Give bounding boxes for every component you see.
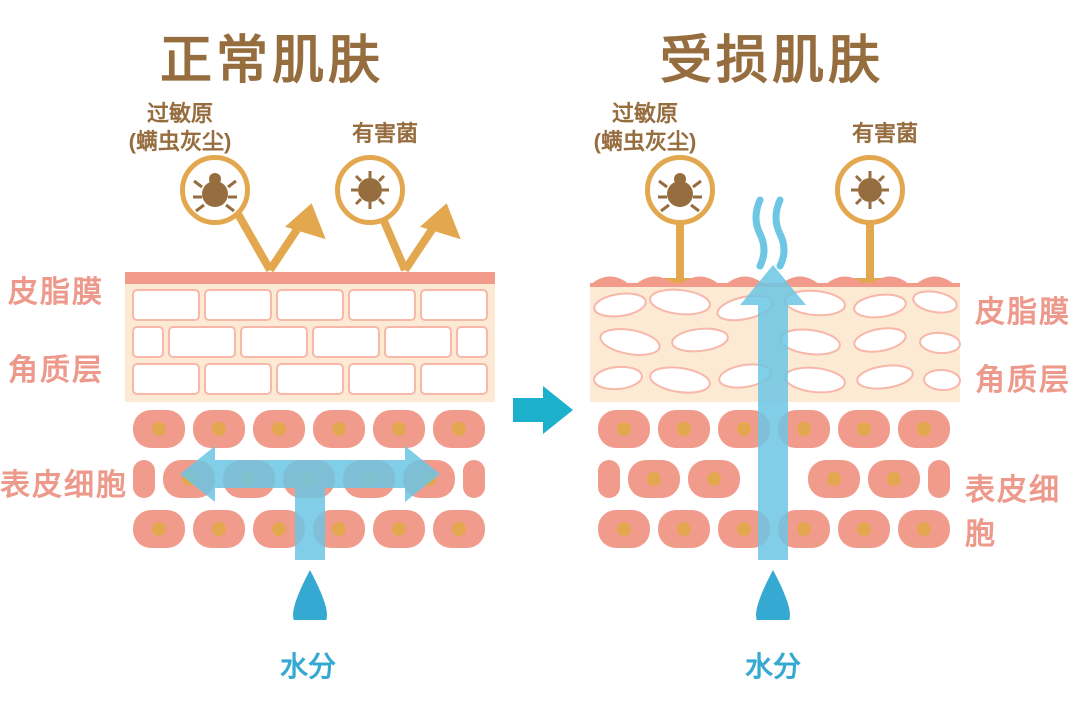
title-right: 受损肌肤 — [660, 18, 884, 93]
skin-panel-left — [115, 170, 515, 620]
water-droplet-icon — [293, 570, 327, 620]
transition-arrow-icon — [508, 380, 578, 440]
mite-icon-right — [645, 155, 715, 225]
label-bacteria-right: 有害菌 — [830, 120, 940, 148]
steam-icon — [756, 200, 784, 266]
water-label-left: 水分 — [280, 645, 336, 685]
label-stratum-right: 角质层 — [975, 355, 1071, 399]
label-allergen-right: 过敏原 (螨虫灰尘) — [560, 100, 730, 155]
bacteria-icon-right — [835, 155, 905, 225]
bacteria-icon-left — [335, 155, 405, 225]
label-epidermal-left: 表皮细胞 — [0, 460, 128, 504]
water-label-right: 水分 — [745, 645, 801, 685]
allergen-line1: 过敏原 — [147, 101, 213, 126]
skin-panel-right — [580, 170, 980, 620]
label-stratum-left: 角质层 — [8, 345, 104, 389]
water-droplet-icon-right — [756, 570, 790, 620]
allergen-line1-r: 过敏原 — [612, 101, 678, 126]
mite-icon-left — [180, 155, 250, 225]
label-sebum-left: 皮脂膜 — [8, 267, 104, 311]
sebum-layer — [125, 272, 495, 284]
label-epidermal-right: 表皮细胞 — [965, 465, 1080, 553]
label-sebum-right: 皮脂膜 — [975, 287, 1071, 331]
allergen-line2-r: (螨虫灰尘) — [594, 129, 697, 154]
label-allergen-left: 过敏原 (螨虫灰尘) — [95, 100, 265, 155]
title-left: 正常肌肤 — [160, 18, 384, 93]
label-bacteria-left: 有害菌 — [330, 120, 440, 148]
allergen-line2: (螨虫灰尘) — [129, 129, 232, 154]
